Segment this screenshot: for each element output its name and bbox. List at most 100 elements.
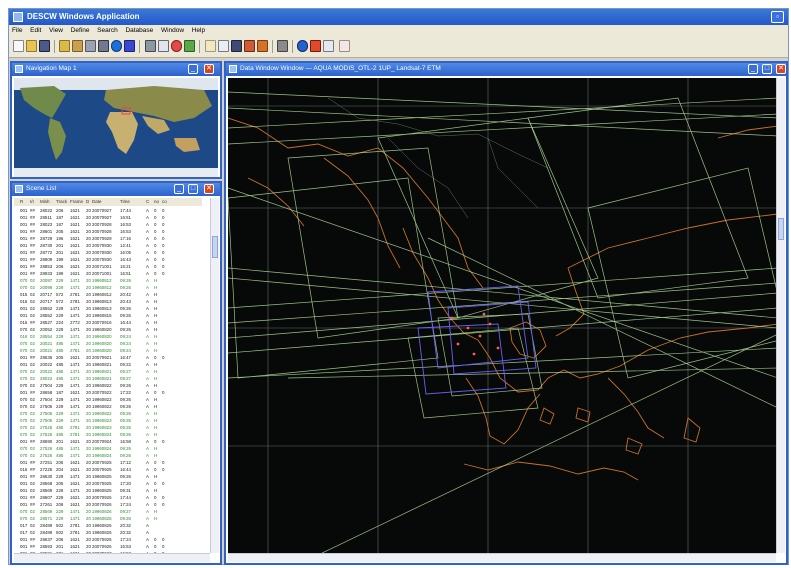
column-header[interactable]: co [162, 199, 167, 204]
map-vertical-scrollbar[interactable] [776, 78, 785, 553]
table-row[interactable]: 070 02 20098 229 1471 20 19960812 09:26 A H [14, 284, 202, 291]
context-help-icon[interactable] [323, 40, 334, 52]
table-row[interactable]: 001 ## 28637 206 1621 20 20070926 17:24 A 0 0 [14, 536, 202, 543]
table-row[interactable]: 001 ## 28593 201 1621 20 20070926 16:53 A 0 0 [14, 543, 202, 550]
table-row[interactable]: 001 ## 27251 206 1621 20 20070925 17:12 A 0 0 [14, 459, 202, 466]
map-scroll-thumb[interactable] [778, 218, 784, 240]
maximize-icon[interactable]: □ [762, 64, 772, 74]
close-icon[interactable]: ✕ [204, 184, 214, 194]
menu-search[interactable]: Search [97, 27, 118, 34]
menu-file[interactable]: File [12, 27, 23, 34]
table-row[interactable]: 017 02 28489 502 2781 20 19960826 20:32 A [14, 522, 202, 529]
table-icon[interactable] [98, 40, 109, 52]
table-row[interactable]: 001 ## 28933 199 1621 20 20071001 16:51 A 0 0 [14, 270, 202, 277]
table-row[interactable]: 001 ## 28809 199 1621 20 20070930 16:43 A 0 0 [14, 256, 202, 263]
scene-footprint-map[interactable] [228, 78, 776, 553]
menu-define[interactable]: Define [70, 27, 90, 34]
zoom-box-icon[interactable] [231, 40, 242, 52]
table-row[interactable]: 070 02 27526 485 1471 20 19960824 09:26 A H [14, 452, 202, 459]
table-row[interactable]: 070 02 28571 229 1471 20 19960826 09:26 A H [14, 515, 202, 522]
table-row[interactable]: 001 02 28568 205 1621 20 20070925 17:20 A 0 0 [14, 480, 202, 487]
world-map[interactable] [14, 78, 218, 177]
maximize-icon[interactable]: □ [188, 184, 198, 194]
grid-icon[interactable] [85, 40, 96, 52]
help-icon[interactable] [310, 40, 321, 52]
table-row[interactable]: 001 ## 28730 201 1621 20 20070930 12:41 A 0 0 [14, 242, 202, 249]
table-row[interactable]: 001 02 28569 229 1471 20 19960825 09:31 A H [14, 487, 202, 494]
table-row[interactable]: 070 02 20097 229 1471 20 19960812 09:26 A H [14, 277, 202, 284]
overlay-icon[interactable] [257, 40, 268, 52]
zoom-out-icon[interactable] [218, 40, 229, 52]
table-row[interactable]: 001 ## 28772 201 1621 20 20070930 16:05 A 0 0 [14, 249, 202, 256]
table-row[interactable]: 070 02 27505 229 1471 20 19960822 09:26 A H [14, 410, 202, 417]
menu-help[interactable]: Help [191, 27, 206, 34]
restore-icon[interactable]: ▫ [771, 11, 784, 23]
table-row[interactable]: 001 ## 28601 205 1621 20 20070928 16:53 A 0 0 [14, 228, 202, 235]
table-row[interactable]: 001 ## 28635 205 1621 20 20070921 16:47 A 0 0 [14, 354, 202, 361]
table-row[interactable]: 001 02 28552 229 1471 20 19960815 09:26 A H [14, 312, 202, 319]
binoculars-icon[interactable] [124, 40, 135, 52]
table-row[interactable]: 070 02 27506 229 1471 20 19960822 09:26 A H [14, 403, 202, 410]
table-row[interactable]: 070 02 20021 485 2781 20 19960820 09:24 A H [14, 347, 202, 354]
minimize-icon[interactable]: _ [748, 64, 758, 74]
exit-icon[interactable] [339, 40, 350, 52]
info-icon[interactable] [297, 40, 308, 52]
table-row[interactable]: 001 ## 28607 229 1621 20 20070926 17:44 A 0 0 [14, 494, 202, 501]
table-row[interactable]: 001 02 20022 485 1471 20 19960821 09:22 A H [14, 361, 202, 368]
new-file-icon[interactable] [13, 40, 24, 52]
table-row[interactable]: 017 02 28489 502 2781 20 19960826 20:32 A [14, 529, 202, 536]
column-header[interactable]: Mish [40, 199, 50, 204]
vertical-scrollbar[interactable] [210, 198, 219, 553]
map-horizontal-scrollbar[interactable] [228, 553, 776, 562]
zoom-in-icon[interactable] [205, 40, 216, 52]
table-row[interactable]: 001 ## 28023 187 1621 20 20070928 16:53 A 0 0 [14, 221, 202, 228]
horizontal-scrollbar[interactable] [14, 553, 210, 562]
pan-icon[interactable] [145, 40, 156, 52]
menu-database[interactable]: Database [125, 27, 154, 34]
table-row[interactable]: 001 ## 28630 229 1471 20 19960825 09:26 A H [14, 473, 202, 480]
table-row[interactable]: 070 02 28569 229 1471 20 19960826 09:27 A H [14, 508, 202, 515]
scroll-thumb[interactable] [212, 236, 218, 258]
column-header[interactable]: R [20, 199, 24, 204]
table-row[interactable]: 001 ## 28022 206 1621 20 20070927 17:44 A 0 0 [14, 207, 202, 214]
table-row[interactable]: 070 02 27526 485 2781 20 19960824 09:26 A H [14, 431, 202, 438]
table-row[interactable]: 016 02 28554 229 1471 20 19960820 09:24 A H [14, 333, 202, 340]
table-row[interactable]: 070 02 27526 485 1471 20 19960824 09:26 A H [14, 445, 202, 452]
minimize-icon[interactable]: _ [174, 184, 184, 194]
open-folder-icon[interactable] [26, 40, 37, 52]
layers-icon[interactable] [244, 40, 255, 52]
folder-search-icon[interactable] [59, 40, 70, 52]
menu-view[interactable]: View [49, 27, 64, 34]
table-row[interactable]: 001 ## 28690 201 1621 20 20070924 16:58 A 0 0 [14, 438, 202, 445]
table-row[interactable]: 070 02 27504 229 1471 20 19960822 09:26 A H [14, 396, 202, 403]
minimize-icon[interactable]: _ [188, 64, 198, 74]
column-header[interactable]: Frame [70, 199, 84, 204]
table-row[interactable]: 016 ## 27225 204 1621 20 20070925 16:44 A 0 0 [14, 466, 202, 473]
table-row[interactable]: 070 02 27504 229 1471 20 19960822 09:26 A H [14, 382, 202, 389]
save-icon[interactable] [39, 40, 50, 52]
table-row[interactable]: 001 ## 27261 206 1621 20 20070926 17:24 A 0 0 [14, 501, 202, 508]
table-row[interactable]: 070 02 20021 485 1471 20 19960820 09:24 A H [14, 340, 202, 347]
menu-window[interactable]: Window [160, 27, 185, 34]
column-header[interactable]: Track [56, 199, 68, 204]
table-row[interactable]: 016 02 20717 572 2781 20 19960813 20:43 A H [14, 298, 202, 305]
table-row[interactable]: 070 02 20022 485 1471 20 19960821 09:27 A H [14, 368, 202, 375]
table-row[interactable]: 001 ## 28729 196 1621 20 20070929 17:16 A 0 0 [14, 235, 202, 242]
table-row[interactable]: 001 02 28552 229 1471 20 19960813 09:26 A H [14, 305, 202, 312]
table-row[interactable]: 001 ## 28511 187 1621 20 20070927 16:51 A 0 0 [14, 214, 202, 221]
menu-edit[interactable]: Edit [30, 27, 42, 34]
table-row[interactable]: 070 02 28022 485 1471 20 19960821 09:27 A H [14, 375, 202, 382]
navigation-map-title-bar[interactable]: Navigation Map 1 _ ✕ [12, 63, 220, 76]
table-row[interactable]: 001 ## 28853 206 1621 20 20071001 16:21 A 0 0 [14, 263, 202, 270]
column-header[interactable]: C [146, 199, 150, 204]
edit-icon[interactable] [72, 40, 83, 52]
table-row[interactable]: 070 02 27526 485 2781 20 19960823 09:26 A H [14, 424, 202, 431]
globe-icon[interactable] [111, 40, 122, 52]
table-row[interactable]: 016 ## 28527 224 2772 20 20070916 16:44 A H [14, 319, 202, 326]
table-row[interactable]: 001 ## 28658 187 1621 20 20070922 17:22 A 0 0 [14, 389, 202, 396]
stop-icon[interactable] [171, 40, 182, 52]
select-icon[interactable] [158, 40, 169, 52]
column-header[interactable]: Time [120, 199, 130, 204]
table-row[interactable]: 015 02 20717 572 2781 20 19960812 20:42 A H [14, 291, 202, 298]
